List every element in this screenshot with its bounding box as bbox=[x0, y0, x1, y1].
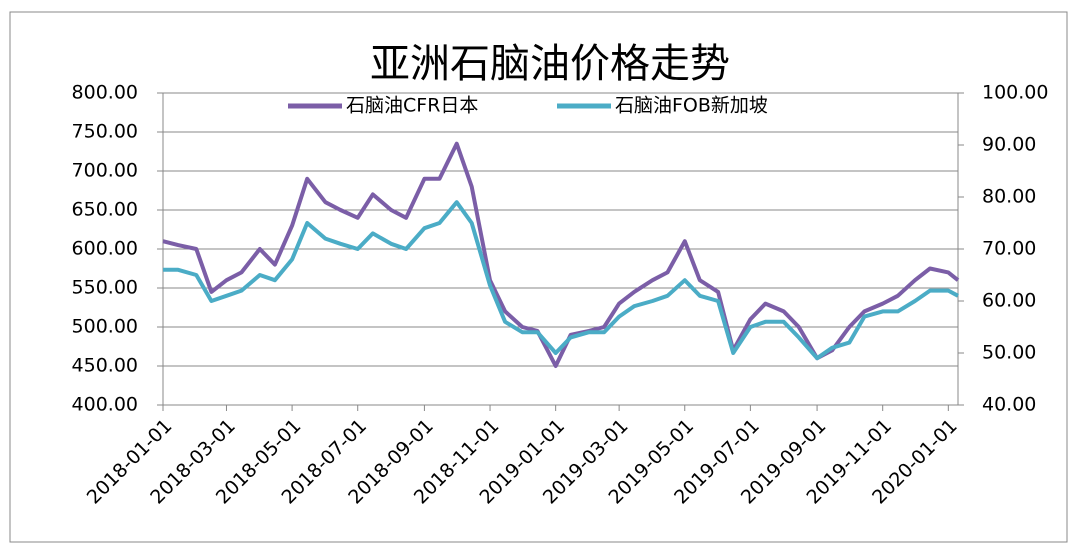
y-tick-label: 650.00 bbox=[72, 199, 138, 221]
y-tick-label: 600.00 bbox=[72, 238, 138, 260]
y-tick-label: 550.00 bbox=[72, 277, 138, 299]
y-tick-label: 700.00 bbox=[72, 160, 138, 182]
legend-label: 石脑油FOB新加坡 bbox=[615, 95, 768, 117]
chart-frame bbox=[9, 11, 1068, 543]
chart-title: 亚洲石脑油价格走势 bbox=[370, 41, 730, 87]
y2-tick-label: 70.00 bbox=[982, 238, 1036, 260]
y-tick-label: 750.00 bbox=[72, 121, 138, 143]
y2-tick-label: 40.00 bbox=[982, 394, 1036, 416]
series-line bbox=[163, 200, 959, 361]
y-tick-label: 800.00 bbox=[72, 82, 138, 104]
y2-tick-label: 50.00 bbox=[982, 342, 1036, 364]
y2-tick-label: 60.00 bbox=[982, 290, 1036, 312]
legend-label: 石脑油CFR日本 bbox=[346, 95, 478, 117]
y-tick-label: 400.00 bbox=[72, 394, 138, 416]
y2-tick-label: 90.00 bbox=[982, 134, 1036, 156]
y-tick-label: 500.00 bbox=[72, 316, 138, 338]
y2-tick-label: 80.00 bbox=[982, 186, 1036, 208]
y-tick-label: 450.00 bbox=[72, 355, 138, 377]
y2-tick-label: 100.00 bbox=[982, 82, 1048, 104]
